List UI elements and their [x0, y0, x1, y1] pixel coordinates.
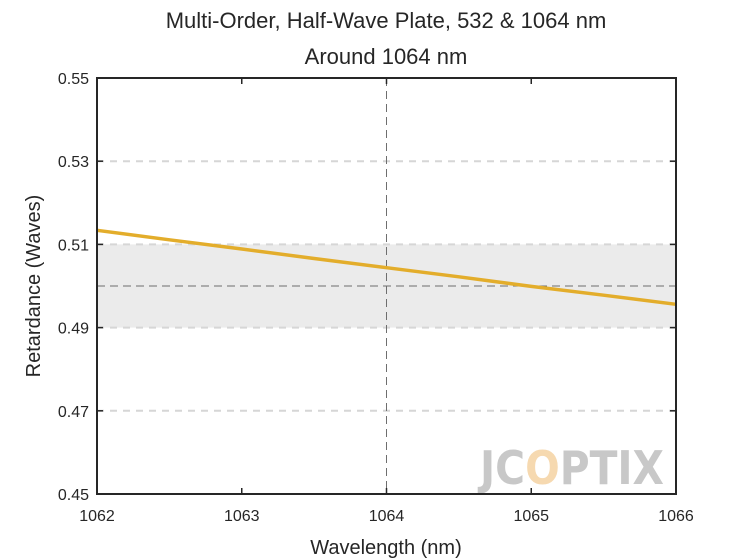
chart-subtitle: Around 1064 nm: [305, 44, 468, 69]
y-tick-label: 0.51: [58, 237, 89, 254]
retardance-curve: [96, 228, 677, 307]
x-tick-label: 1066: [658, 508, 694, 525]
x-ticks: 1062 1063 1064 1065 1066: [79, 78, 694, 525]
x-tick-label: 1063: [224, 508, 260, 525]
y-tick-label: 0.53: [58, 154, 89, 171]
chart-title: Multi-Order, Half-Wave Plate, 532 & 1064…: [166, 8, 607, 33]
jcoptix-logo-watermark: JCOPTIX: [477, 441, 664, 495]
x-tick-label: 1065: [513, 508, 549, 525]
y-axis-label: Retardance (Waves): [23, 195, 45, 378]
reference-lines: [97, 78, 676, 494]
watermark-letter-accent: O: [525, 441, 560, 495]
x-tick-label: 1062: [79, 508, 115, 525]
svg-text:JCOPTIX: JCOPTIX: [477, 441, 664, 495]
x-tick-label: 1064: [369, 508, 405, 525]
y-ticks: 0.45 0.47 0.49 0.51 0.53 0.55: [58, 71, 676, 504]
y-tick-label: 0.55: [58, 71, 89, 88]
watermark-letters-left: JC: [477, 441, 525, 495]
x-axis-label: Wavelength (nm): [310, 537, 462, 559]
y-tick-label: 0.47: [58, 404, 89, 421]
watermark-letters-right: PTIX: [560, 441, 664, 495]
y-tick-label: 0.49: [58, 321, 89, 338]
y-tick-label: 0.45: [58, 487, 89, 504]
data-series: [96, 228, 677, 307]
